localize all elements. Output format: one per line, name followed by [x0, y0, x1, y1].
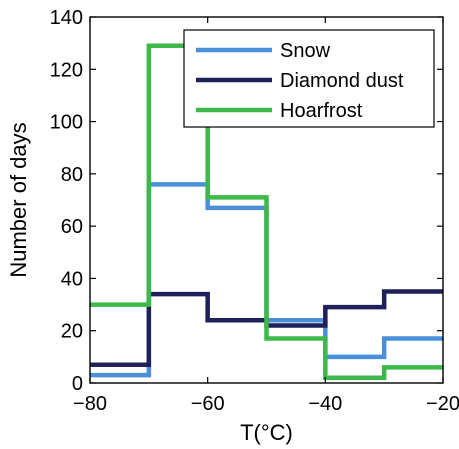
axes-layer: −80 −60 −40 −20 0 20 40 60 80 100 120 140 [50, 7, 459, 415]
legend-entry: Diamond dust [196, 70, 404, 92]
x-tick-label: −80 [73, 393, 107, 415]
x-tick-label: −20 [426, 393, 459, 415]
y-axis-label: Number of days [6, 122, 31, 277]
y-tick-label: 0 [72, 373, 83, 395]
legend-label: Diamond dust [280, 70, 404, 92]
x-axis-label: T(°C) [240, 420, 293, 445]
axes-frame [89, 16, 444, 384]
y-tick-label: 140 [50, 7, 83, 29]
y-tick-label: 80 [61, 164, 83, 186]
x-tick-label: −60 [191, 393, 225, 415]
y-tick-label: 40 [61, 268, 83, 290]
x-tick-label: −40 [308, 393, 342, 415]
legend-label: Hoarfrost [280, 100, 363, 122]
legend-entry: Snow [196, 40, 331, 62]
y-tick-label: 20 [61, 321, 83, 343]
series-layer [90, 43, 443, 381]
legend-entry: Hoarfrost [196, 100, 363, 122]
legend-label: Snow [280, 40, 331, 62]
y-tick-label: 60 [61, 216, 83, 238]
y-tick-label: 100 [50, 112, 83, 134]
legend: Snow Diamond dust Hoarfrost [183, 29, 435, 128]
y-tick-label: 120 [50, 59, 83, 81]
series-line-hoarfrost [90, 43, 443, 381]
